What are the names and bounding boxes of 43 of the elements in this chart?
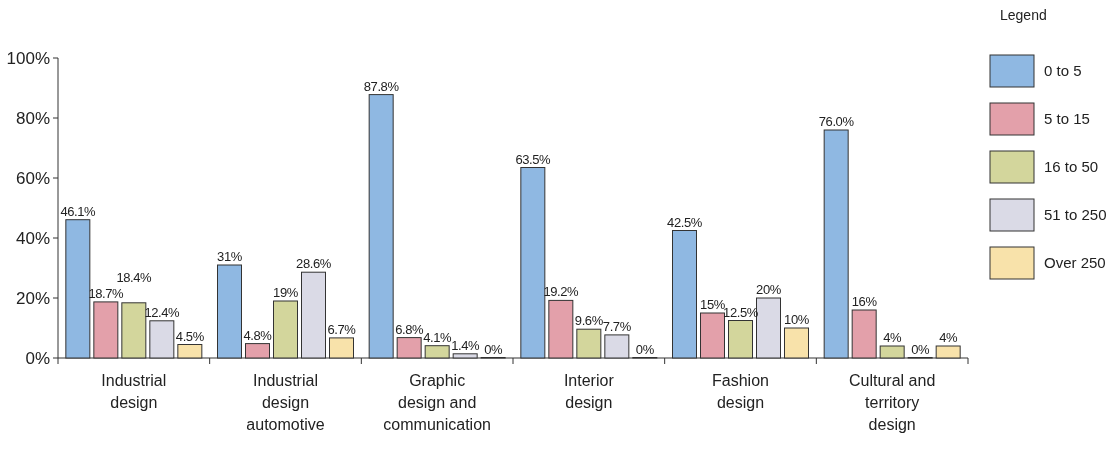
data-label: 9.6% (574, 313, 604, 329)
data-label: 28.6% (296, 256, 332, 272)
y-tick-label: 80% (15, 108, 50, 128)
y-tick-label: 60% (15, 168, 50, 188)
x-tick-label: Cultural and territory design (849, 372, 936, 433)
legend-label: 5 to 15 (1044, 110, 1090, 128)
data-label: 16% (851, 294, 878, 309)
legend-label: Over 250 (1044, 254, 1106, 272)
legend-label: 16 to 50 (1044, 158, 1099, 176)
data-label: 19% (273, 285, 299, 300)
x-tick-label: Graphic design and communication (383, 372, 491, 433)
data-label: 6.8% (395, 321, 425, 337)
legend-title: Legend (1000, 7, 1047, 23)
data-label: 31% (217, 249, 243, 264)
x-tick-label: Industrial design (101, 372, 167, 411)
data-label: 4% (939, 330, 958, 345)
data-label: 6.7% (327, 321, 357, 337)
data-label: 46.1% (60, 203, 97, 219)
data-label: 42.5% (667, 214, 703, 230)
x-tick-label: Fashion design (712, 372, 769, 411)
data-label: 4% (883, 330, 902, 345)
data-label: 0% (911, 342, 930, 357)
y-tick-label: 0% (25, 348, 50, 368)
data-label: 18.4% (116, 269, 153, 285)
data-label: 76.0% (818, 114, 855, 129)
data-label: 0% (484, 342, 503, 357)
data-label: 4.1% (423, 329, 453, 345)
legend-label: 51 to 250 (1044, 206, 1107, 224)
data-label: 4.8% (243, 327, 273, 343)
data-label: 4.5% (175, 328, 205, 344)
y-tick-label: 40% (15, 228, 50, 248)
data-label: 63.5% (515, 151, 552, 167)
data-label: 20% (756, 282, 782, 297)
y-tick-label: 20% (15, 288, 50, 308)
x-tick-label: Industrial design automotive (246, 372, 325, 433)
x-tick-label: Interior design (563, 372, 615, 411)
data-label: 1.4% (451, 337, 481, 353)
data-label: 10% (784, 312, 810, 327)
legend-label: 0 to 5 (1044, 62, 1082, 80)
data-label: 7.7% (602, 318, 632, 334)
y-tick-label: 100% (6, 48, 50, 68)
data-label: 87.8% (363, 78, 400, 94)
data-label: 0% (635, 342, 655, 357)
